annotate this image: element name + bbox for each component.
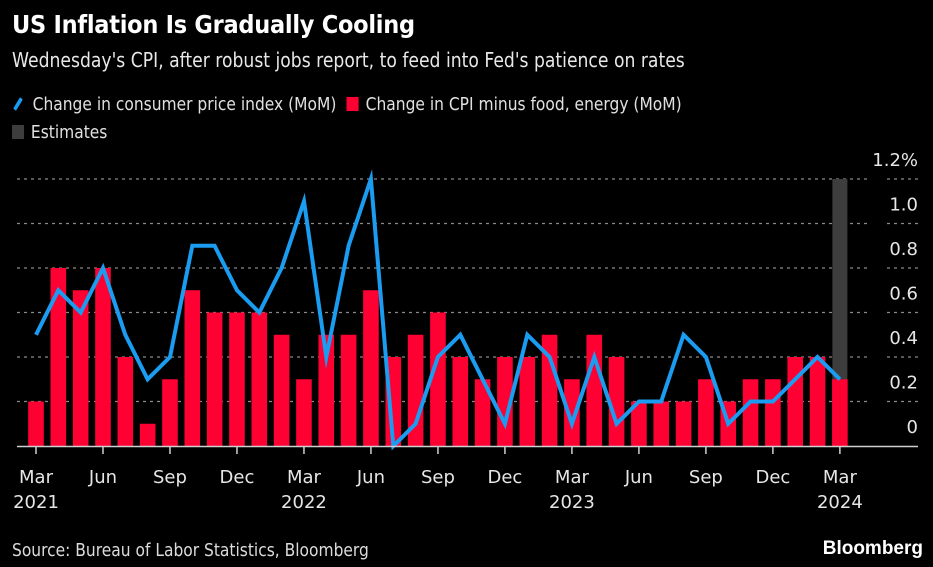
x-tick-label: Dec [220, 467, 255, 488]
cpi-line [34, 169, 842, 451]
legend-label: Estimates [30, 121, 108, 143]
bar-2023-09 [698, 379, 714, 446]
chart-title: US Inflation Is Gradually Cooling [12, 10, 415, 39]
x-tick-label: Mar [555, 467, 590, 488]
bar-2023-12 [765, 379, 781, 446]
bar-2022-06 [363, 290, 379, 446]
x-tick-label: Mar [287, 467, 322, 488]
bar-2021-10 [184, 290, 201, 446]
y-tick-label: 0 [907, 417, 918, 438]
bar-2023-08 [675, 401, 692, 446]
bar-2024-01 [787, 357, 804, 446]
x-tick-label: Jun [356, 467, 385, 488]
cpi-line-path [34, 169, 842, 451]
legend-item-cpi: Change in consumer price index (MoM) [12, 94, 336, 115]
bar-2023-06 [631, 401, 647, 446]
bar-2021-11 [206, 312, 223, 446]
bar-2023-05 [608, 357, 625, 446]
chart-subtitle: Wednesday's CPI, after robust jobs repor… [12, 48, 685, 72]
x-tick-year-label: 2021 [13, 492, 59, 513]
legend-label: Change in CPI minus food, energy (MoM) [365, 93, 682, 115]
legend-label: Change in consumer price index (MoM) [32, 93, 337, 115]
x-tick-label: Sep [689, 467, 723, 488]
y-tick-label: 1.0 [889, 195, 918, 216]
x-axis: Mar 2021 Jun Sep Dec Mar 2022 Jun Sep Dec Mar 2023 J… [13, 445, 918, 513]
bar-2022-01 [251, 312, 268, 446]
bar-2022-05 [340, 334, 357, 446]
bar-2023-07 [653, 401, 670, 446]
bar-2021-12 [229, 312, 245, 446]
x-tick-label: Jun [624, 467, 653, 488]
bar-2021-05 [72, 290, 89, 446]
y-tick-label: 0.4 [889, 328, 918, 349]
gridlines [17, 178, 918, 403]
bar-2022-10 [452, 357, 469, 446]
bar-2023-01 [519, 357, 536, 446]
x-tick-year-label: 2022 [281, 492, 327, 513]
source-note: Source: Bureau of Labor Statistics, Bloo… [12, 540, 369, 561]
bar-2021-04 [50, 268, 67, 446]
y-tick-label: 0.2 [889, 373, 918, 394]
bar-2021-06 [95, 268, 111, 446]
bar-2022-09 [430, 312, 446, 446]
x-tick-year-label: 2023 [549, 492, 595, 513]
bar-2021-09 [162, 379, 178, 446]
x-tick-year-label: 2024 [817, 492, 863, 513]
x-tick-label: Dec [755, 467, 790, 488]
bloomberg-logo: Bloomberg [822, 538, 923, 559]
legend-item-estimates: Estimates [12, 122, 107, 143]
y-tick-label: 1.2% [872, 150, 918, 171]
x-tick-label: Sep [153, 467, 187, 488]
legend: Change in consumer price index (MoM) Cha… [12, 90, 803, 146]
bar-2024-02 [809, 357, 826, 446]
y-axis: 0 0.2 0.4 0.6 0.8 1.0 1.2% [872, 150, 918, 438]
bar-2023-03 [564, 379, 580, 446]
y-tick-label: 0.6 [889, 284, 918, 305]
bar-2021-03 [28, 401, 44, 446]
x-tick-label: Sep [421, 467, 455, 488]
bar-2022-03 [296, 379, 312, 446]
y-tick-label: 0.8 [889, 239, 918, 260]
bar-2022-04 [318, 334, 335, 446]
box-swatch-icon [346, 97, 359, 111]
core-cpi-bars [28, 268, 848, 446]
legend-item-core-cpi: Change in CPI minus food, energy (MoM) [346, 93, 682, 115]
x-tick-label: Mar [823, 467, 858, 488]
x-tick-label: Mar [19, 467, 54, 488]
x-tick-label: Dec [488, 467, 523, 488]
bar-2023-11 [742, 379, 759, 446]
x-tick-label: Jun [88, 467, 117, 488]
bar-2021-07 [117, 357, 134, 446]
box-swatch-icon [12, 125, 25, 139]
bar-2021-08 [139, 423, 156, 446]
bar-2024-03 [832, 379, 848, 446]
bar-2022-02 [273, 334, 290, 446]
bar-2022-11 [474, 379, 491, 446]
bar-2022-12 [497, 357, 513, 446]
